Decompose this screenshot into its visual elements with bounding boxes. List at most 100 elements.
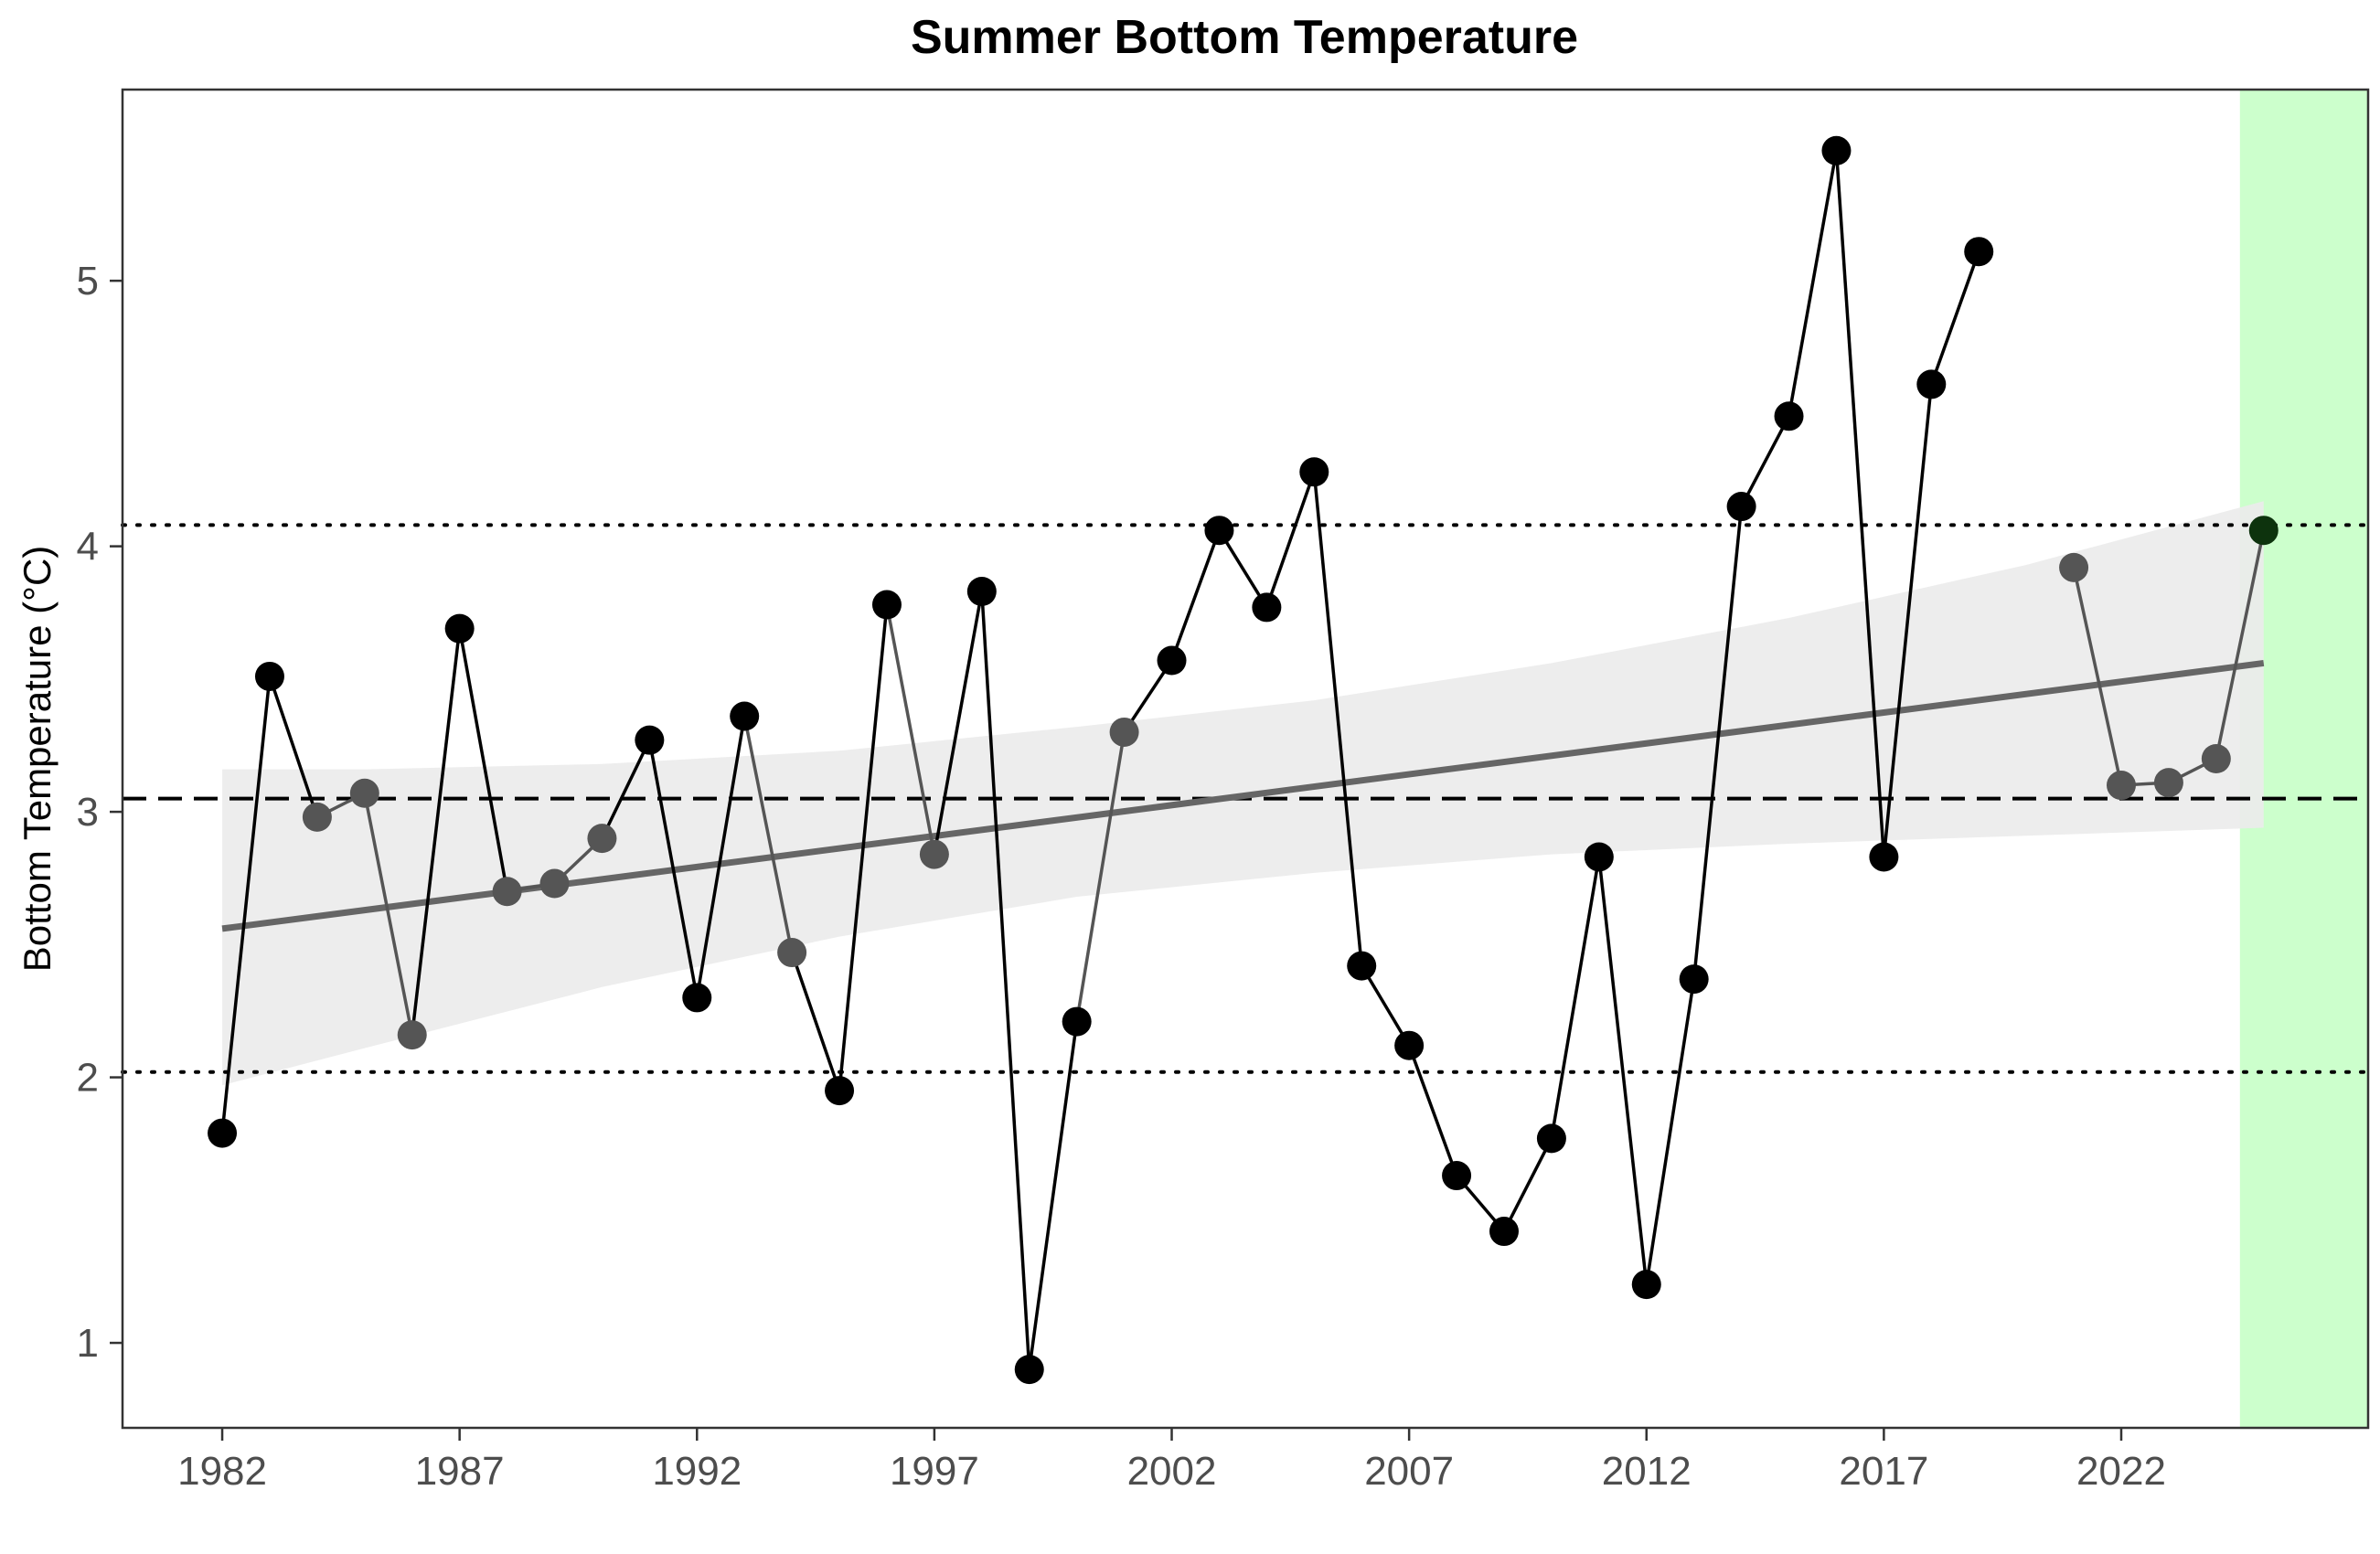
y-tick-label: 3 [77,790,99,835]
data-point [254,661,284,691]
series-segment [790,952,841,1091]
x-tick-label: 1987 [415,1449,505,1494]
y-tick-label: 1 [77,1321,99,1366]
series-segment [1787,150,1839,417]
series-segment [885,604,936,855]
chart-title: Summer Bottom Temperature [911,11,1578,64]
series-segment [647,740,699,998]
series-segment [1502,1137,1553,1232]
data-point [871,590,902,620]
series-lines [220,150,2266,1370]
data-point [1204,516,1234,546]
x-tick-label: 1997 [890,1449,979,1494]
series-segment [410,628,462,1036]
data-point [1631,1270,1661,1300]
data-point [1536,1123,1566,1154]
series-segment [220,676,272,1134]
data-point [208,1118,238,1148]
series-segment [600,739,651,839]
series-segment [1407,1045,1458,1176]
data-point [1774,401,1804,431]
data-point [1252,592,1282,623]
data-point [1821,135,1852,165]
x-tick-label: 1982 [177,1449,267,1494]
series-segment [1360,964,1411,1047]
data-point [966,577,997,606]
series-segment [363,793,414,1036]
data-point [539,868,570,899]
data-point [397,1020,427,1050]
series-segment [1169,529,1222,662]
data-point [919,839,949,869]
data-point [1109,717,1139,747]
series-segment [980,591,1031,1370]
y-tick-label: 5 [77,259,99,303]
data-point [1394,1030,1425,1060]
data-point [635,725,665,755]
series-segment [1028,1021,1079,1370]
data-point [730,701,760,731]
series-segment [1074,731,1126,1022]
data-point [1584,842,1614,872]
x-tick-label: 2022 [2076,1449,2166,1494]
data-point [1679,964,1709,995]
x-tick-label: 2007 [1364,1449,1454,1494]
data-point [1964,237,1994,267]
data-point [1916,369,1947,399]
data-point [1157,645,1187,676]
data-point [2153,768,2183,798]
series-segment [2072,567,2123,786]
series-segment [695,716,746,998]
x-tick-label: 2012 [1602,1449,1692,1494]
series-segment [2215,529,2266,760]
data-point [1347,951,1377,981]
y-tick-label: 2 [77,1056,99,1101]
series-segment [1597,857,1649,1285]
x-tick-label: 2002 [1127,1449,1217,1494]
data-point [1062,1006,1092,1037]
series-segment [1692,506,1744,980]
data-point [2106,771,2136,801]
y-axis-label: Bottom Temperature (°C) [16,546,59,973]
data-point [1489,1217,1519,1247]
data-point [825,1076,855,1106]
x-tick-label: 2017 [1839,1449,1928,1494]
x-axis: 1982 1987 1992 1997 2002 2007 2012 2017 2022 [177,1428,2166,1494]
series-segment [1740,415,1791,507]
y-tick-label: 4 [77,525,99,569]
data-point [2059,552,2089,582]
data-point [777,938,807,968]
data-point [2248,516,2279,546]
data-point [587,824,617,854]
y-axis: 1 2 3 4 5 [77,259,123,1366]
series-segment [838,604,889,1091]
plot-panel-border [121,88,2370,1430]
data-point [1726,492,1756,522]
series-segment [1312,472,1363,966]
data-point [349,778,379,808]
data-point [682,983,712,1013]
data-point [1442,1161,1472,1191]
series-segment [1217,529,1268,609]
series-segment [1929,250,1980,386]
data-point [302,802,332,832]
data-points [208,135,2279,1385]
series-segment [1882,384,1934,857]
series-segment [1645,978,1696,1285]
series-segment [1834,150,1886,857]
data-point [1299,457,1329,487]
x-tick-label: 1992 [652,1449,742,1494]
data-point [1014,1355,1044,1385]
data-point [1869,842,1899,872]
data-point [2201,744,2231,773]
series-segment [933,591,984,855]
data-point [444,613,475,644]
data-point [492,877,522,907]
series-segment [457,628,509,892]
series-segment [1265,471,1316,609]
series-segment [268,676,319,818]
series-segment [1550,857,1601,1139]
series-segment [742,716,794,953]
